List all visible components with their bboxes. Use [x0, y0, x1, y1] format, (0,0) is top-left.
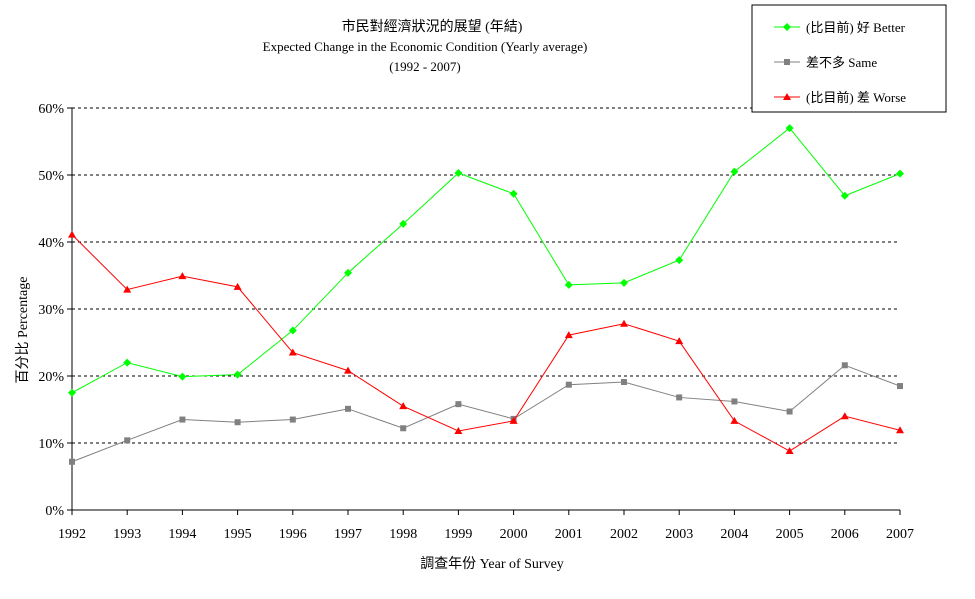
legend-label: 差不多 Same	[806, 55, 877, 70]
legend-swatch-marker	[783, 23, 791, 31]
legend-label: (比目前) 好 Better	[806, 20, 906, 35]
y-axis-ticks: 0% 10% 20% 30% 40% 50% 60%	[38, 102, 72, 519]
data-point	[344, 366, 352, 374]
y-tick-label: 50%	[38, 169, 64, 184]
series-same	[69, 362, 903, 465]
data-point	[454, 426, 463, 434]
data-point	[840, 191, 849, 200]
data-point	[509, 189, 518, 198]
data-point	[344, 268, 352, 277]
data-point	[785, 447, 794, 455]
data-point	[179, 416, 186, 423]
x-tick-label: 2006	[831, 527, 859, 542]
y-tick-label: 40%	[38, 236, 64, 251]
x-tick-label: 2001	[555, 527, 583, 542]
data-point	[123, 285, 132, 293]
legend-label: (比目前) 差 Worse	[806, 90, 906, 105]
x-tick-label: 1996	[279, 527, 307, 542]
data-point	[896, 169, 904, 178]
x-axis-title: 調查年份 Year of Survey	[420, 556, 564, 572]
data-point	[68, 388, 76, 397]
data-point	[785, 124, 794, 133]
data-point	[289, 416, 296, 423]
y-tick-label: 0%	[45, 504, 64, 519]
data-point	[840, 412, 849, 420]
data-point	[288, 326, 297, 335]
series-better	[68, 124, 904, 397]
data-point	[731, 398, 738, 405]
data-point	[841, 362, 848, 369]
x-tick-label: 2005	[776, 527, 804, 542]
series-line	[71, 364, 901, 463]
data-point	[564, 280, 573, 289]
data-point	[786, 408, 793, 415]
chart-subtitle-period: (1992 - 2007)	[389, 59, 461, 74]
legend-item: 差不多 Same	[774, 55, 877, 70]
x-axis-ticks: 1992 1993 1994 1995 1996 1997 1998 1999 2000 2001…	[58, 510, 914, 542]
x-tick-label: 1995	[224, 527, 252, 542]
x-tick-label: 2002	[610, 527, 638, 542]
chart-subtitle: Expected Change in the Economic Conditio…	[263, 39, 588, 54]
legend-swatch-marker	[784, 59, 790, 65]
data-point	[123, 358, 132, 367]
data-point	[455, 401, 462, 408]
data-point	[565, 381, 572, 388]
data-point	[345, 405, 351, 412]
data-point	[676, 394, 683, 401]
data-point	[675, 337, 684, 345]
series-line	[71, 234, 901, 452]
y-tick-label: 20%	[38, 370, 64, 385]
chart-title: 市民對經濟狀況的展望 (年結)	[342, 18, 523, 35]
x-tick-label: 1998	[389, 527, 417, 542]
x-tick-label: 2007	[886, 527, 914, 542]
data-point	[399, 402, 408, 410]
y-tick-label: 10%	[38, 437, 64, 452]
data-point	[234, 419, 241, 426]
x-tick-label: 2003	[665, 527, 693, 542]
data-point	[730, 416, 739, 424]
data-point	[68, 230, 76, 238]
series-group	[68, 124, 904, 465]
data-point	[454, 168, 463, 177]
data-point	[620, 278, 628, 287]
data-point	[233, 282, 242, 290]
data-point	[896, 426, 904, 434]
data-point	[620, 319, 628, 327]
data-point	[509, 416, 518, 424]
data-point	[400, 425, 407, 432]
data-point	[178, 272, 187, 280]
legend-swatch-marker	[783, 93, 791, 100]
legend-item: (比目前) 差 Worse	[774, 90, 906, 105]
x-tick-label: 2004	[720, 527, 748, 542]
y-tick-label: 60%	[38, 102, 64, 117]
x-tick-label: 1999	[444, 527, 472, 542]
x-tick-label: 2000	[500, 527, 528, 542]
gridlines	[72, 107, 900, 444]
y-axis-title: 百分比 Percentage	[15, 277, 31, 384]
x-tick-label: 1992	[58, 527, 86, 542]
y-tick-label: 30%	[38, 303, 64, 318]
legend-box	[751, 4, 947, 113]
x-tick-label: 1997	[334, 527, 362, 542]
legend-item: (比目前) 好 Better	[774, 20, 906, 35]
x-tick-label: 1994	[168, 527, 196, 542]
series-line	[71, 127, 901, 394]
data-point	[124, 437, 131, 444]
data-point	[621, 379, 627, 386]
data-point	[288, 348, 297, 356]
data-point	[730, 167, 739, 176]
x-tick-label: 1993	[113, 527, 141, 542]
data-point	[897, 383, 903, 390]
data-point	[69, 458, 75, 465]
data-point	[564, 331, 573, 339]
data-point	[178, 372, 187, 381]
data-point	[233, 370, 242, 379]
data-point	[675, 256, 684, 265]
data-point	[399, 219, 408, 228]
series-worse	[68, 230, 904, 455]
legend: (比目前) 好 Better 差不多 Same (比目前) 差 Worse	[751, 4, 947, 113]
